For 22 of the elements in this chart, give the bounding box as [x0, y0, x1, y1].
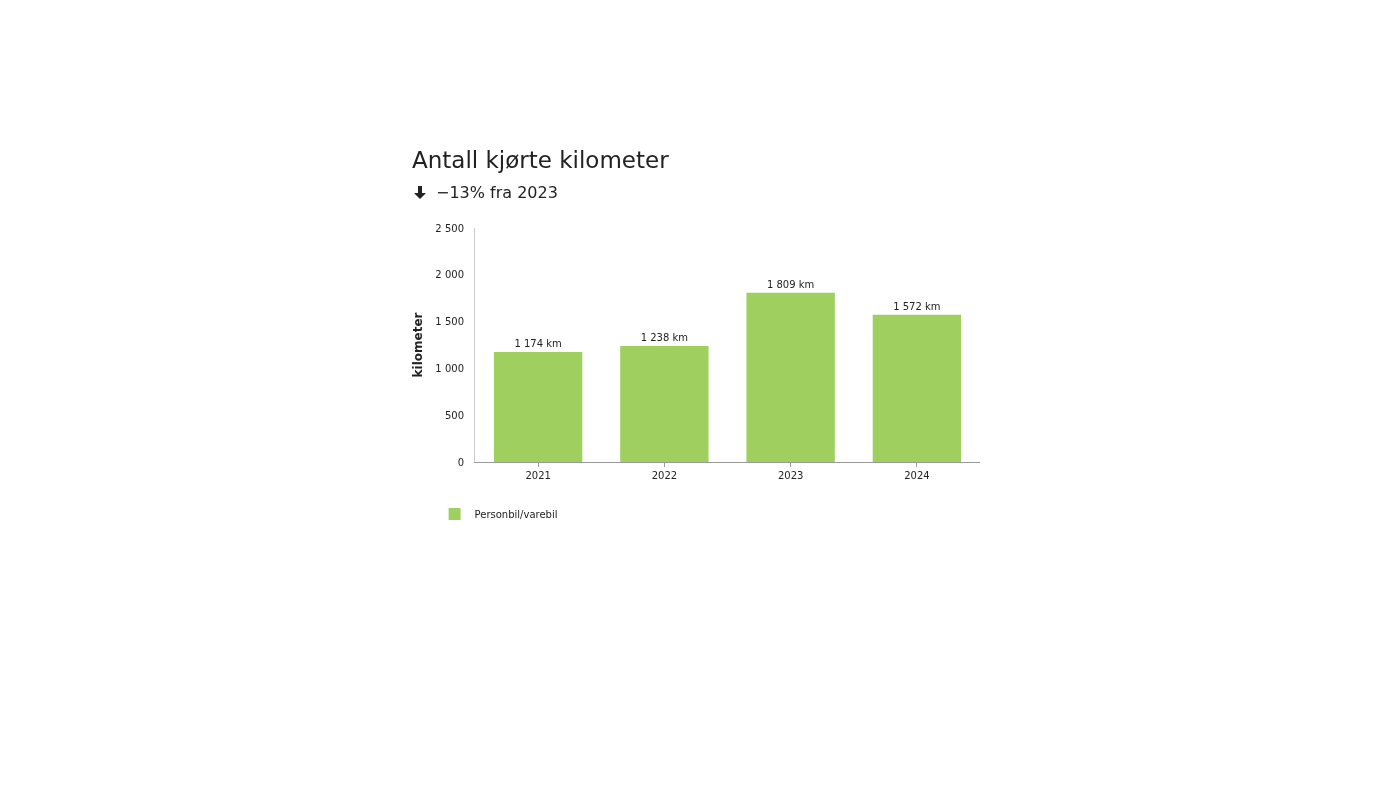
- chart-title: Antall kjørte kilometer: [412, 147, 669, 173]
- x-tick-label: 2022: [651, 470, 678, 481]
- legend-label: Personbil/varebil: [474, 508, 558, 520]
- bar: [872, 314, 962, 462]
- data-label: 1 174 km: [514, 338, 562, 350]
- x-tick-label: 2023: [777, 470, 804, 481]
- y-tick-label: 1 500: [435, 316, 464, 328]
- x-tick-label: 2021: [525, 470, 551, 481]
- bar: [620, 346, 709, 462]
- x-tick-label: 2024: [904, 470, 930, 481]
- y-tick-label: 500: [444, 409, 464, 421]
- y-tick-label: 2 000: [435, 269, 464, 281]
- data-label: 1 809 km: [766, 278, 815, 290]
- y-tick-label: 0: [457, 456, 464, 468]
- data-label: 1 238 km: [640, 332, 689, 344]
- y-tick-label: 1 000: [435, 362, 464, 374]
- y-tick-label: 2 500: [435, 222, 464, 234]
- bar: [493, 352, 583, 462]
- y-axis-title: kilometer: [410, 312, 425, 378]
- chart-subtitle: −13% fra 2023: [436, 183, 558, 202]
- data-label: 1 572 km: [893, 300, 941, 312]
- bar: [746, 292, 835, 462]
